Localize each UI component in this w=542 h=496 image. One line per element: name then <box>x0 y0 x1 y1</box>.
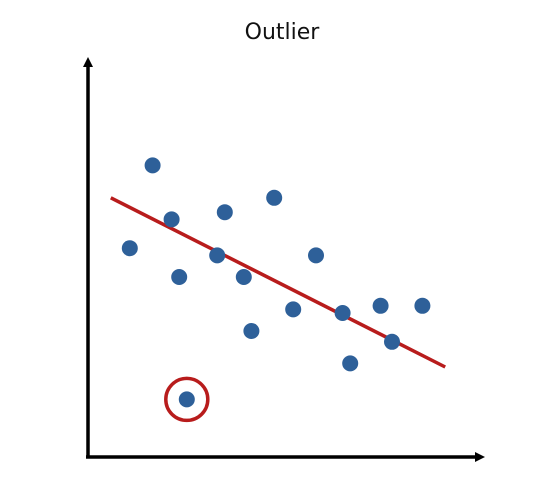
data-point <box>384 333 400 350</box>
outlier-point <box>178 391 195 408</box>
data-point <box>209 247 226 264</box>
data-point <box>342 355 359 372</box>
data-point <box>163 211 180 228</box>
data-point <box>308 247 324 264</box>
data-point <box>372 297 389 314</box>
data-point <box>235 269 252 285</box>
outlier-highlight-circle <box>164 376 210 423</box>
data-point <box>121 240 138 257</box>
data-point <box>144 157 161 174</box>
data-point <box>334 305 351 321</box>
data-point <box>285 301 302 318</box>
data-point <box>414 297 431 314</box>
data-point <box>171 269 188 285</box>
data-point <box>216 204 233 221</box>
data-point <box>243 323 260 339</box>
chart-title: Outlier <box>245 20 321 45</box>
data-point <box>266 189 283 206</box>
plot-area <box>110 157 446 423</box>
